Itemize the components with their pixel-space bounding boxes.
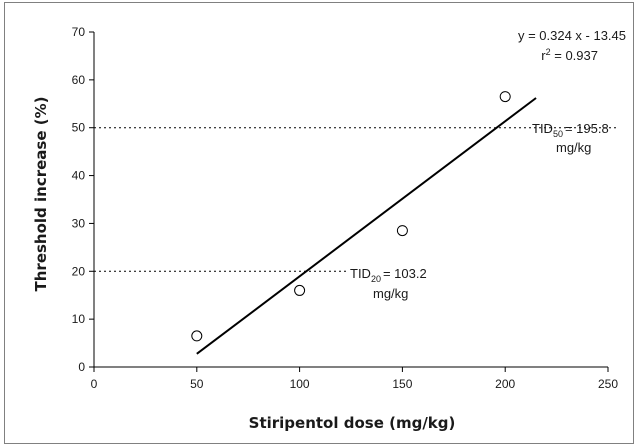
x-tick-label: 50 [190, 377, 204, 391]
y-tick-label: 40 [72, 169, 86, 183]
tid50-unit: mg/kg [556, 140, 591, 155]
y-tick-label: 0 [78, 360, 85, 374]
r-squared-label: r2 = 0.937 [541, 47, 598, 63]
y-tick-label: 10 [72, 312, 86, 326]
x-tick-label: 200 [495, 377, 515, 391]
tid50-value: = 195.8 [565, 121, 609, 136]
x-tick-label: 150 [392, 377, 412, 391]
axes [93, 32, 608, 368]
reference-lines [94, 127, 617, 272]
regression-equation: y = 0.324 x - 13.45 [518, 28, 626, 43]
r2-base: r [541, 48, 546, 63]
tid20-unit: mg/kg [373, 286, 408, 301]
y-axis-title: Threshold increase (%) [32, 97, 50, 292]
tid20-subscript: 20 [371, 274, 381, 284]
x-axis-title: Stiripentol dose (mg/kg) [249, 414, 456, 432]
data-points [191, 91, 511, 342]
r2-superscript: 2 [546, 47, 551, 57]
tid50-label-base: TID [532, 121, 553, 136]
chart-frame [4, 2, 634, 444]
x-tick-label: 100 [290, 377, 310, 391]
tid50-label: TID50 = 195.8 [532, 121, 609, 139]
tid20-label-base: TID [350, 266, 371, 281]
data-point [191, 330, 203, 342]
y-tick-label: 50 [72, 121, 86, 135]
y-tick-label: 30 [72, 216, 86, 230]
x-axis-ticks: 0 50 100 150 200 250 [91, 367, 618, 391]
tid20-label: TID20 = 103.2 [350, 266, 427, 284]
r2-value: = 0.937 [551, 48, 598, 63]
regression-line [196, 97, 537, 355]
data-point [294, 284, 306, 296]
y-tick-label: 20 [72, 264, 86, 278]
data-point [396, 225, 408, 237]
y-tick-label: 70 [72, 25, 86, 39]
y-axis-ticks: 0 10 20 30 40 50 60 70 [72, 25, 94, 374]
tid20-value: = 103.2 [383, 266, 427, 281]
y-tick-label: 60 [72, 73, 86, 87]
x-tick-label: 250 [598, 377, 618, 391]
x-tick-label: 0 [91, 377, 98, 391]
data-point [499, 91, 511, 103]
tid50-subscript: 50 [553, 129, 563, 139]
